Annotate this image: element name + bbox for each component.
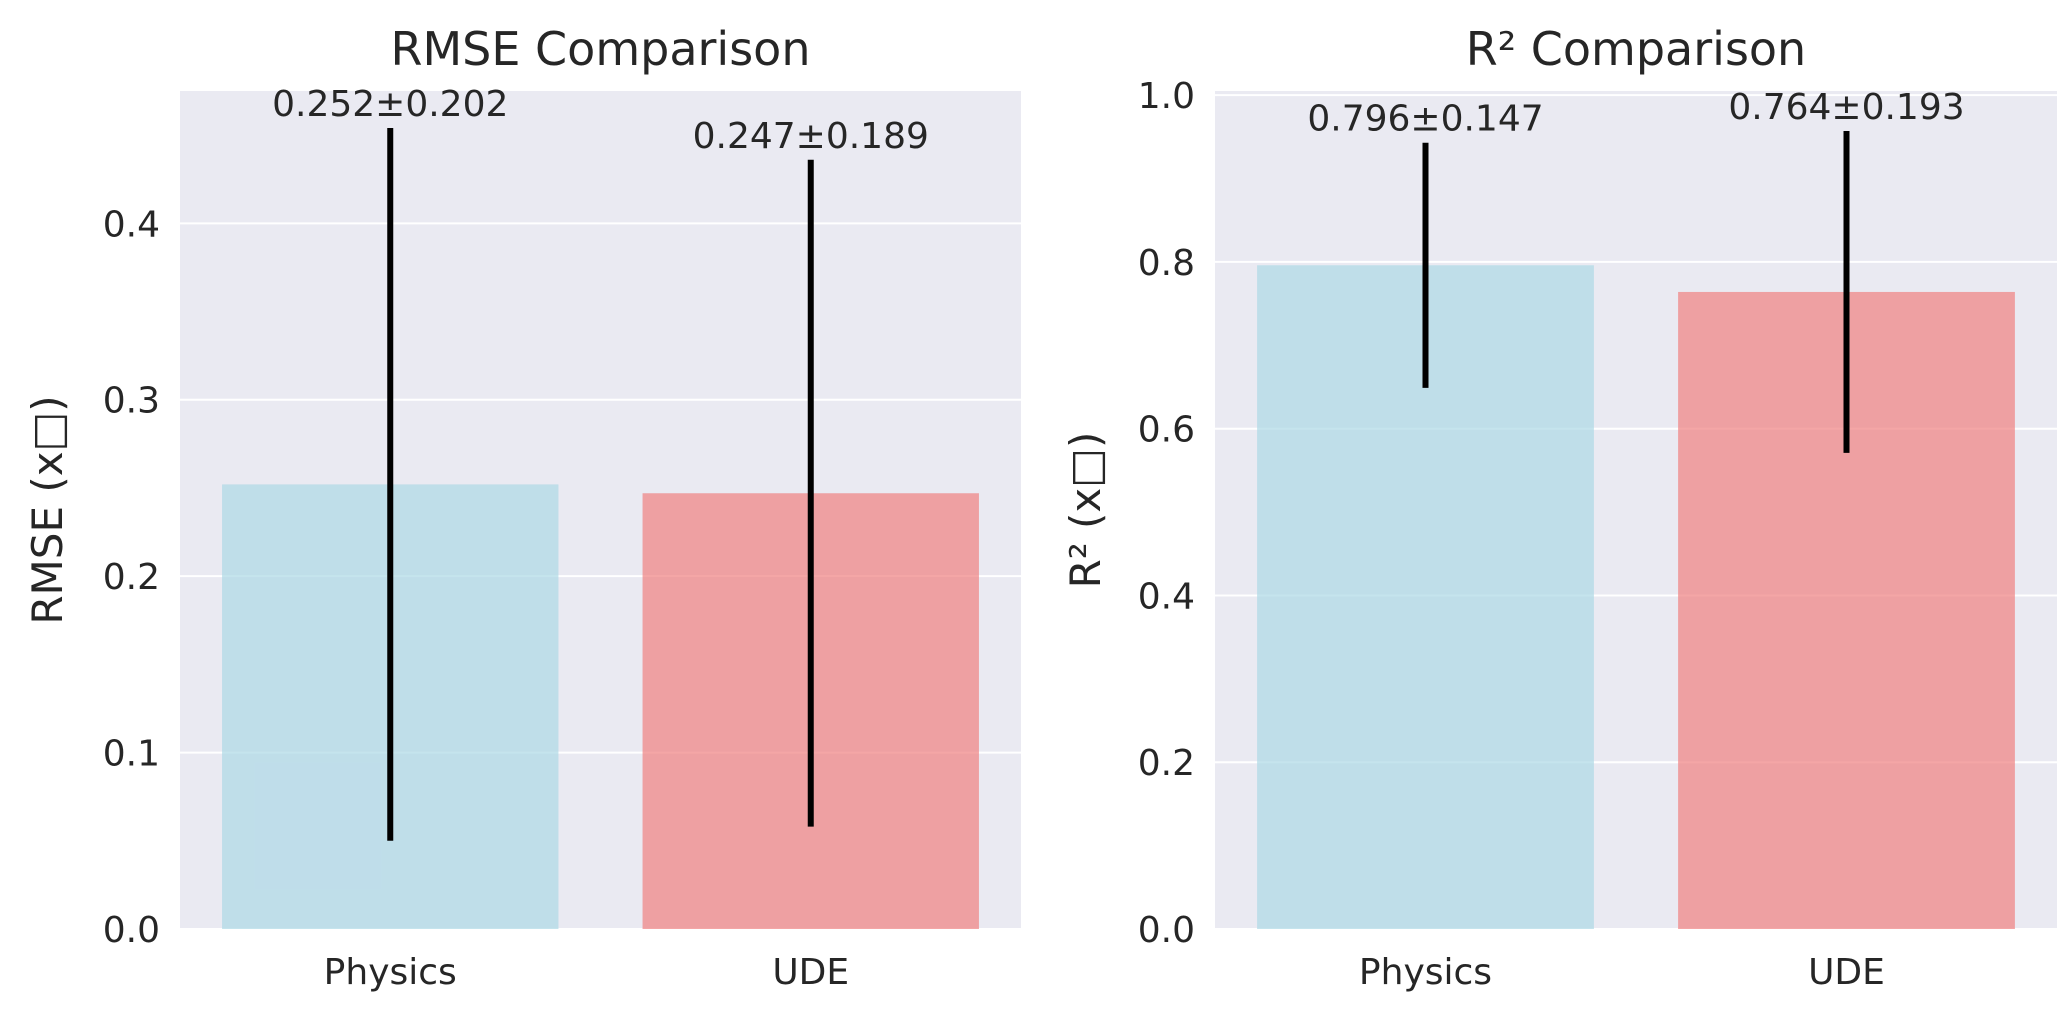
r2-x-tick-label: UDE: [1808, 952, 1885, 993]
rmse-chart-title: RMSE Comparison: [391, 22, 811, 76]
rmse-y-tick-label: 0.4: [103, 204, 160, 245]
rmse-data-label-ude: 0.247±0.189: [693, 116, 929, 157]
rmse-bars: 0.252±0.202 0.247±0.189: [222, 84, 979, 929]
rmse-y-axis-label: RMSE (x□): [23, 395, 72, 624]
rmse-y-tick-label: 0.3: [103, 381, 160, 422]
r2-y-tick-label: 0.6: [1138, 410, 1195, 451]
rmse-y-tick-label: 0.2: [103, 557, 160, 598]
rmse-data-label-physics: 0.252±0.202: [272, 84, 508, 125]
r2-y-tick-label: 0.4: [1138, 576, 1195, 617]
r2-tick-labels: 0.0 0.2 0.4 0.6 0.8 1.0 Physics UDE: [1138, 76, 1885, 993]
r2-y-tick-label: 0.2: [1138, 743, 1195, 784]
r2-chart-panel: 0.796±0.147 0.764±0.193 0.0 0.2 0.4 0.6 0.8 1.…: [1061, 22, 2057, 993]
r2-y-tick-label: 1.0: [1138, 76, 1195, 117]
r2-data-label-ude: 0.764±0.193: [1728, 87, 1964, 128]
r2-chart-title: R² Comparison: [1466, 22, 1806, 76]
r2-y-tick-label: 0.0: [1138, 910, 1195, 951]
rmse-y-tick-label: 0.0: [103, 910, 160, 951]
r2-bars: 0.796±0.147 0.764±0.193: [1257, 87, 2015, 930]
rmse-x-tick-label: UDE: [772, 952, 849, 993]
rmse-x-tick-label: Physics: [324, 952, 457, 993]
rmse-chart-panel: 0.252±0.202 0.247±0.189 0.0 0.1 0.2 0.3 0.4 Ph…: [23, 22, 1021, 993]
rmse-tick-labels: 0.0 0.1 0.2 0.3 0.4 Physics UDE: [103, 204, 849, 993]
r2-x-tick-label: Physics: [1359, 952, 1492, 993]
rmse-y-tick-label: 0.1: [103, 734, 160, 775]
r2-data-label-physics: 0.796±0.147: [1307, 99, 1543, 140]
r2-y-tick-label: 0.8: [1138, 243, 1195, 284]
r2-y-axis-label: R² (x□): [1061, 432, 1110, 589]
